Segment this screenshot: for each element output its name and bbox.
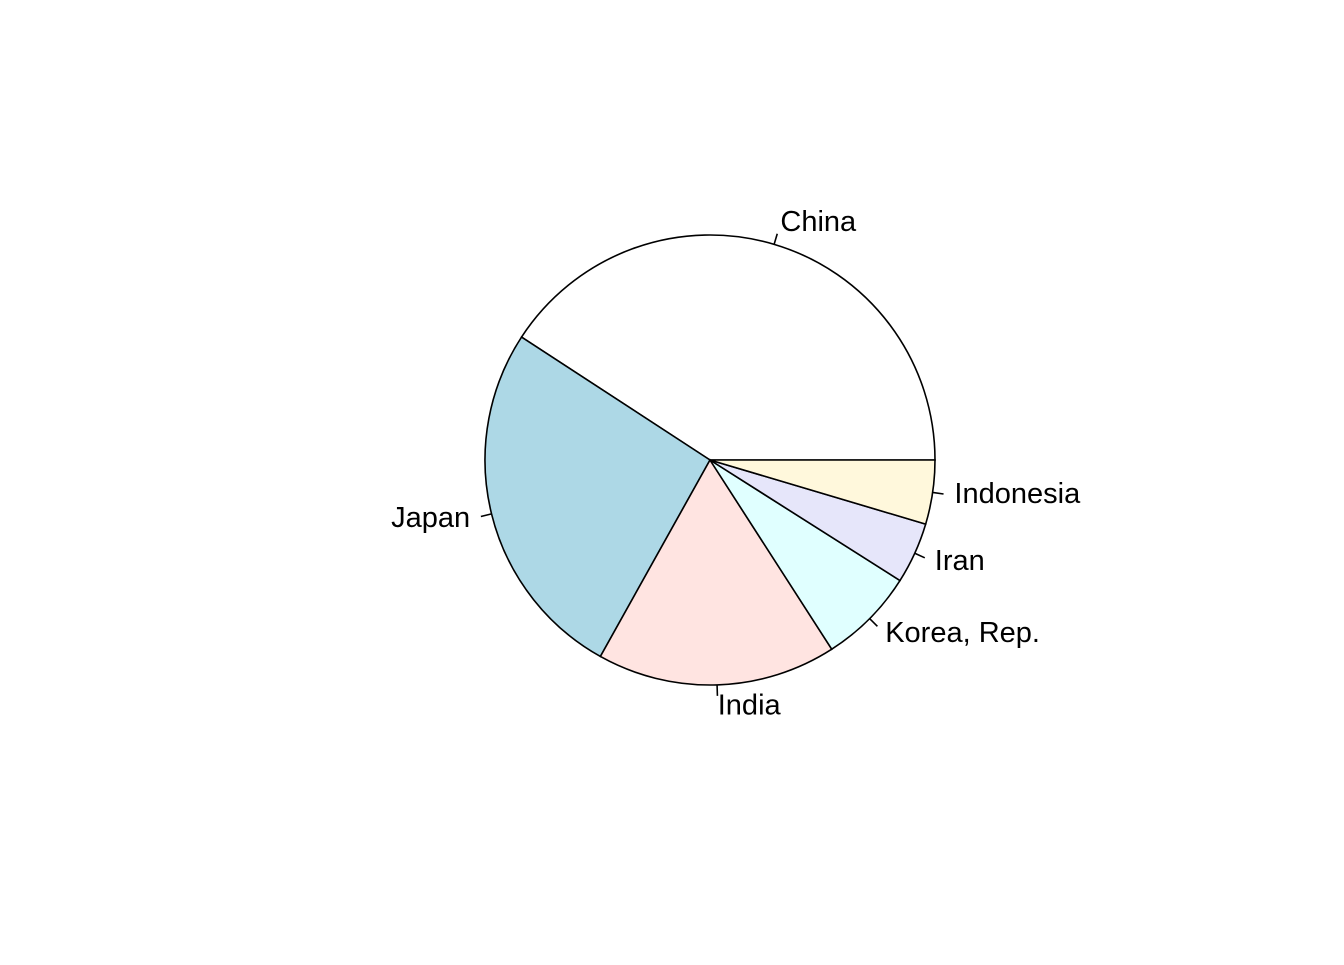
pie-label-iran: Iran — [935, 545, 985, 577]
pie-label-india: India — [718, 690, 782, 722]
pie-label-indonesia: Indonesia — [954, 478, 1081, 510]
pie-tick-iran — [915, 553, 925, 558]
pie-tick-china — [774, 234, 777, 245]
pie-tick-korea-rep — [870, 619, 878, 627]
pie-label-china: China — [780, 206, 857, 238]
pie-tick-indonesia — [933, 492, 944, 494]
pie-tick-japan — [481, 514, 492, 517]
pie-slices — [485, 235, 935, 685]
pie-label-korea-rep: Korea, Rep. — [885, 617, 1040, 649]
pie-label-japan: Japan — [391, 502, 470, 534]
